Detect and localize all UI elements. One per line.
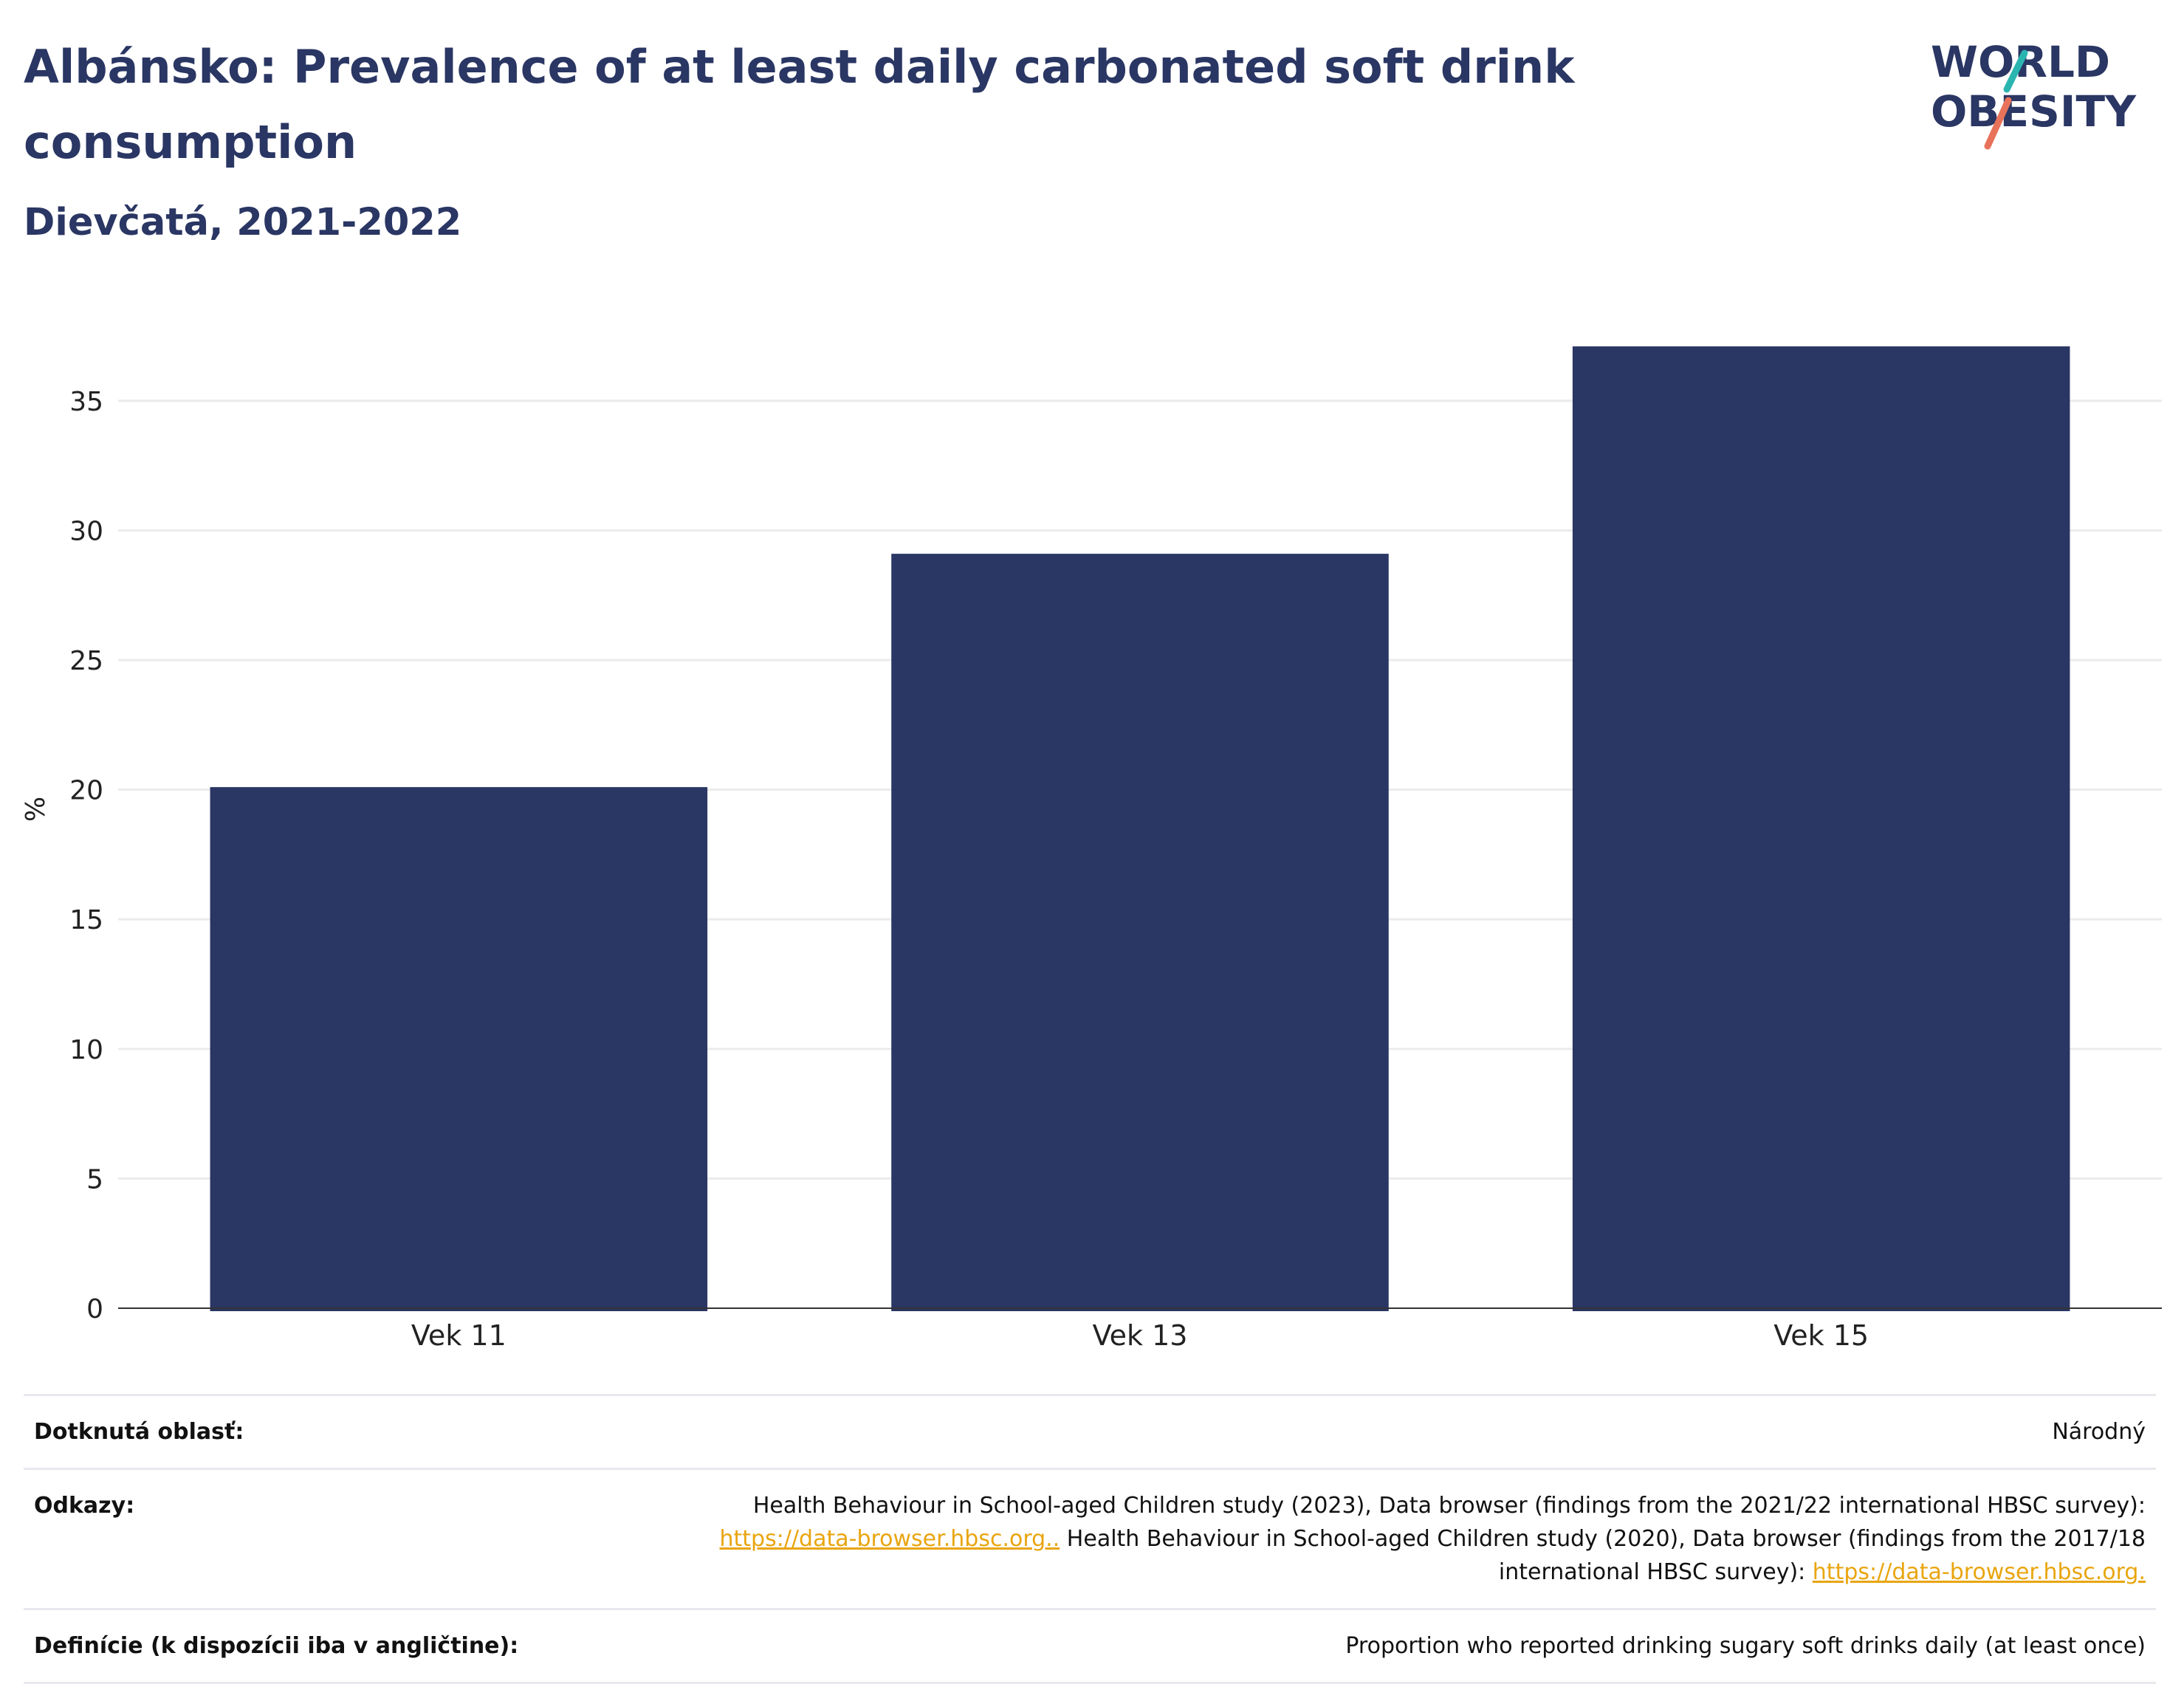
logo-slash-top bbox=[2003, 49, 2028, 93]
y-axis-ticks: 0 5 10 15 20 25 30 35 bbox=[69, 387, 103, 1324]
bars bbox=[210, 346, 2070, 1312]
logo-line2: OBESITY bbox=[1931, 86, 2137, 137]
y-tick-label: 0 bbox=[86, 1294, 103, 1324]
y-tick-label: 30 bbox=[69, 516, 103, 546]
bar bbox=[1572, 346, 2070, 1312]
y-axis-label: % bbox=[21, 797, 51, 822]
metadata-table: Dotknutá oblasť: Národný Odkazy: Health … bbox=[24, 1394, 2156, 1684]
y-tick-label: 35 bbox=[69, 387, 103, 417]
x-tick-label: Vek 13 bbox=[1093, 1319, 1188, 1352]
bar bbox=[210, 787, 708, 1311]
definitions-value: Proportion who reported drinking sugary … bbox=[605, 1608, 2156, 1684]
chart-title: Albánsko: Prevalence of at least daily c… bbox=[24, 40, 1575, 169]
x-tick-label: Vek 15 bbox=[1773, 1319, 1869, 1352]
references-link-1[interactable]: https://data-browser.hbsc.org.. bbox=[719, 1526, 1060, 1552]
references-text-1: Health Behaviour in School-aged Children… bbox=[752, 1493, 2146, 1519]
definitions-label: Definície (k dispozícii iba v angličtine… bbox=[24, 1608, 605, 1684]
references-value: Health Behaviour in School-aged Children… bbox=[605, 1468, 2156, 1610]
world-obesity-logo: WORLD OBESITY bbox=[1931, 37, 2137, 150]
y-tick-label: 15 bbox=[69, 905, 103, 935]
x-axis-ticks: Vek 11 Vek 13 Vek 15 bbox=[411, 1319, 1869, 1352]
area-value: Národný bbox=[605, 1394, 2156, 1470]
references-label: Odkazy: bbox=[24, 1468, 605, 1610]
y-tick-label: 10 bbox=[69, 1035, 103, 1065]
meta-row-area: Dotknutá oblasť: Národný bbox=[24, 1394, 2156, 1470]
y-tick-label: 25 bbox=[69, 646, 103, 676]
bar bbox=[891, 554, 1389, 1312]
y-tick-label: 20 bbox=[69, 776, 103, 806]
area-label: Dotknutá oblasť: bbox=[24, 1394, 605, 1470]
bar-chart: 0 5 10 15 20 25 30 35 Vek 11 Vek 13 Vek 15 % bbox=[21, 346, 2162, 1352]
references-link-2[interactable]: https://data-browser.hbsc.org. bbox=[1812, 1559, 2146, 1585]
references-text-2: Health Behaviour in School-aged Children… bbox=[1060, 1526, 2146, 1585]
x-tick-label: Vek 11 bbox=[411, 1319, 506, 1352]
logo-slash-bottom bbox=[1984, 97, 2012, 150]
chart-subtitle: Dievčatá, 2021-2022 bbox=[24, 201, 462, 244]
meta-row-definitions: Definície (k dispozícii iba v angličtine… bbox=[24, 1608, 2156, 1684]
y-tick-label: 5 bbox=[86, 1164, 103, 1195]
meta-row-references: Odkazy: Health Behaviour in School-aged … bbox=[24, 1468, 2156, 1610]
